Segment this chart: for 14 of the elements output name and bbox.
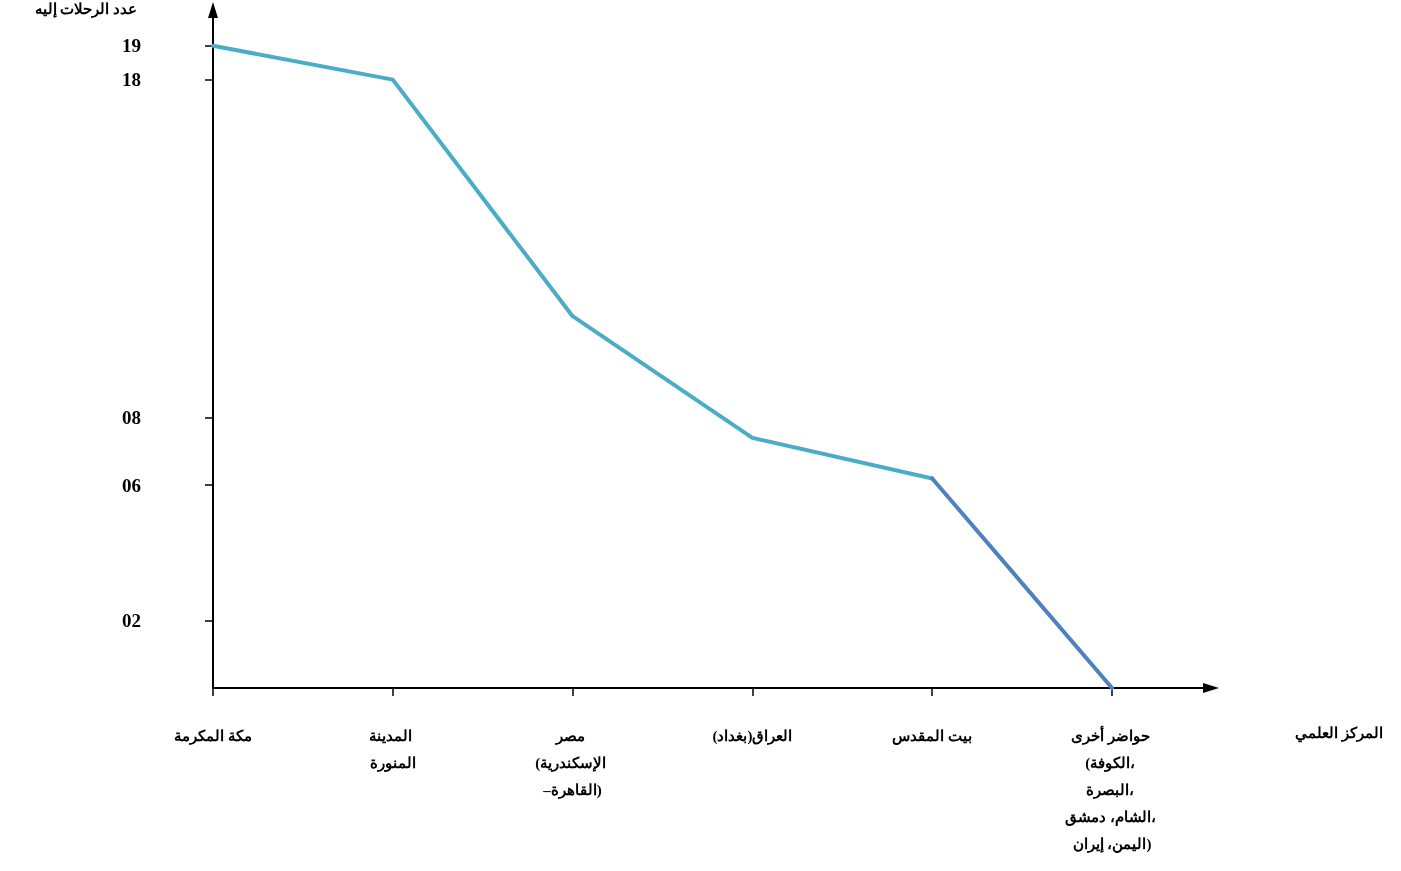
x-tick-label: بيت المقدس xyxy=(892,727,973,745)
x-tick-label: المدينة المنورة xyxy=(369,727,417,772)
x-tick-label: مصر (الإسكندرية –القاهرة) xyxy=(535,727,610,799)
x-tick-label: مكة المكرمة xyxy=(174,727,252,745)
line-series xyxy=(211,43,935,481)
y-tick-label: 19 xyxy=(122,35,141,57)
text: المركز العلمي xyxy=(1295,724,1383,743)
y-tick-label: 18 xyxy=(122,69,141,91)
x-tick-label: العراق(بغداد) xyxy=(712,727,793,745)
y-axis-title: عدد الرحلات إليه xyxy=(34,0,137,18)
x-tick-label: حواضر أخرى (الكوفة، البصرة، الشام، دمشق، اليمن، إيران) xyxy=(1064,724,1160,853)
y-tick-label: 08 xyxy=(122,407,141,429)
y-tick-label: 06 xyxy=(122,474,141,496)
y-tick-label: 02 xyxy=(122,609,141,631)
